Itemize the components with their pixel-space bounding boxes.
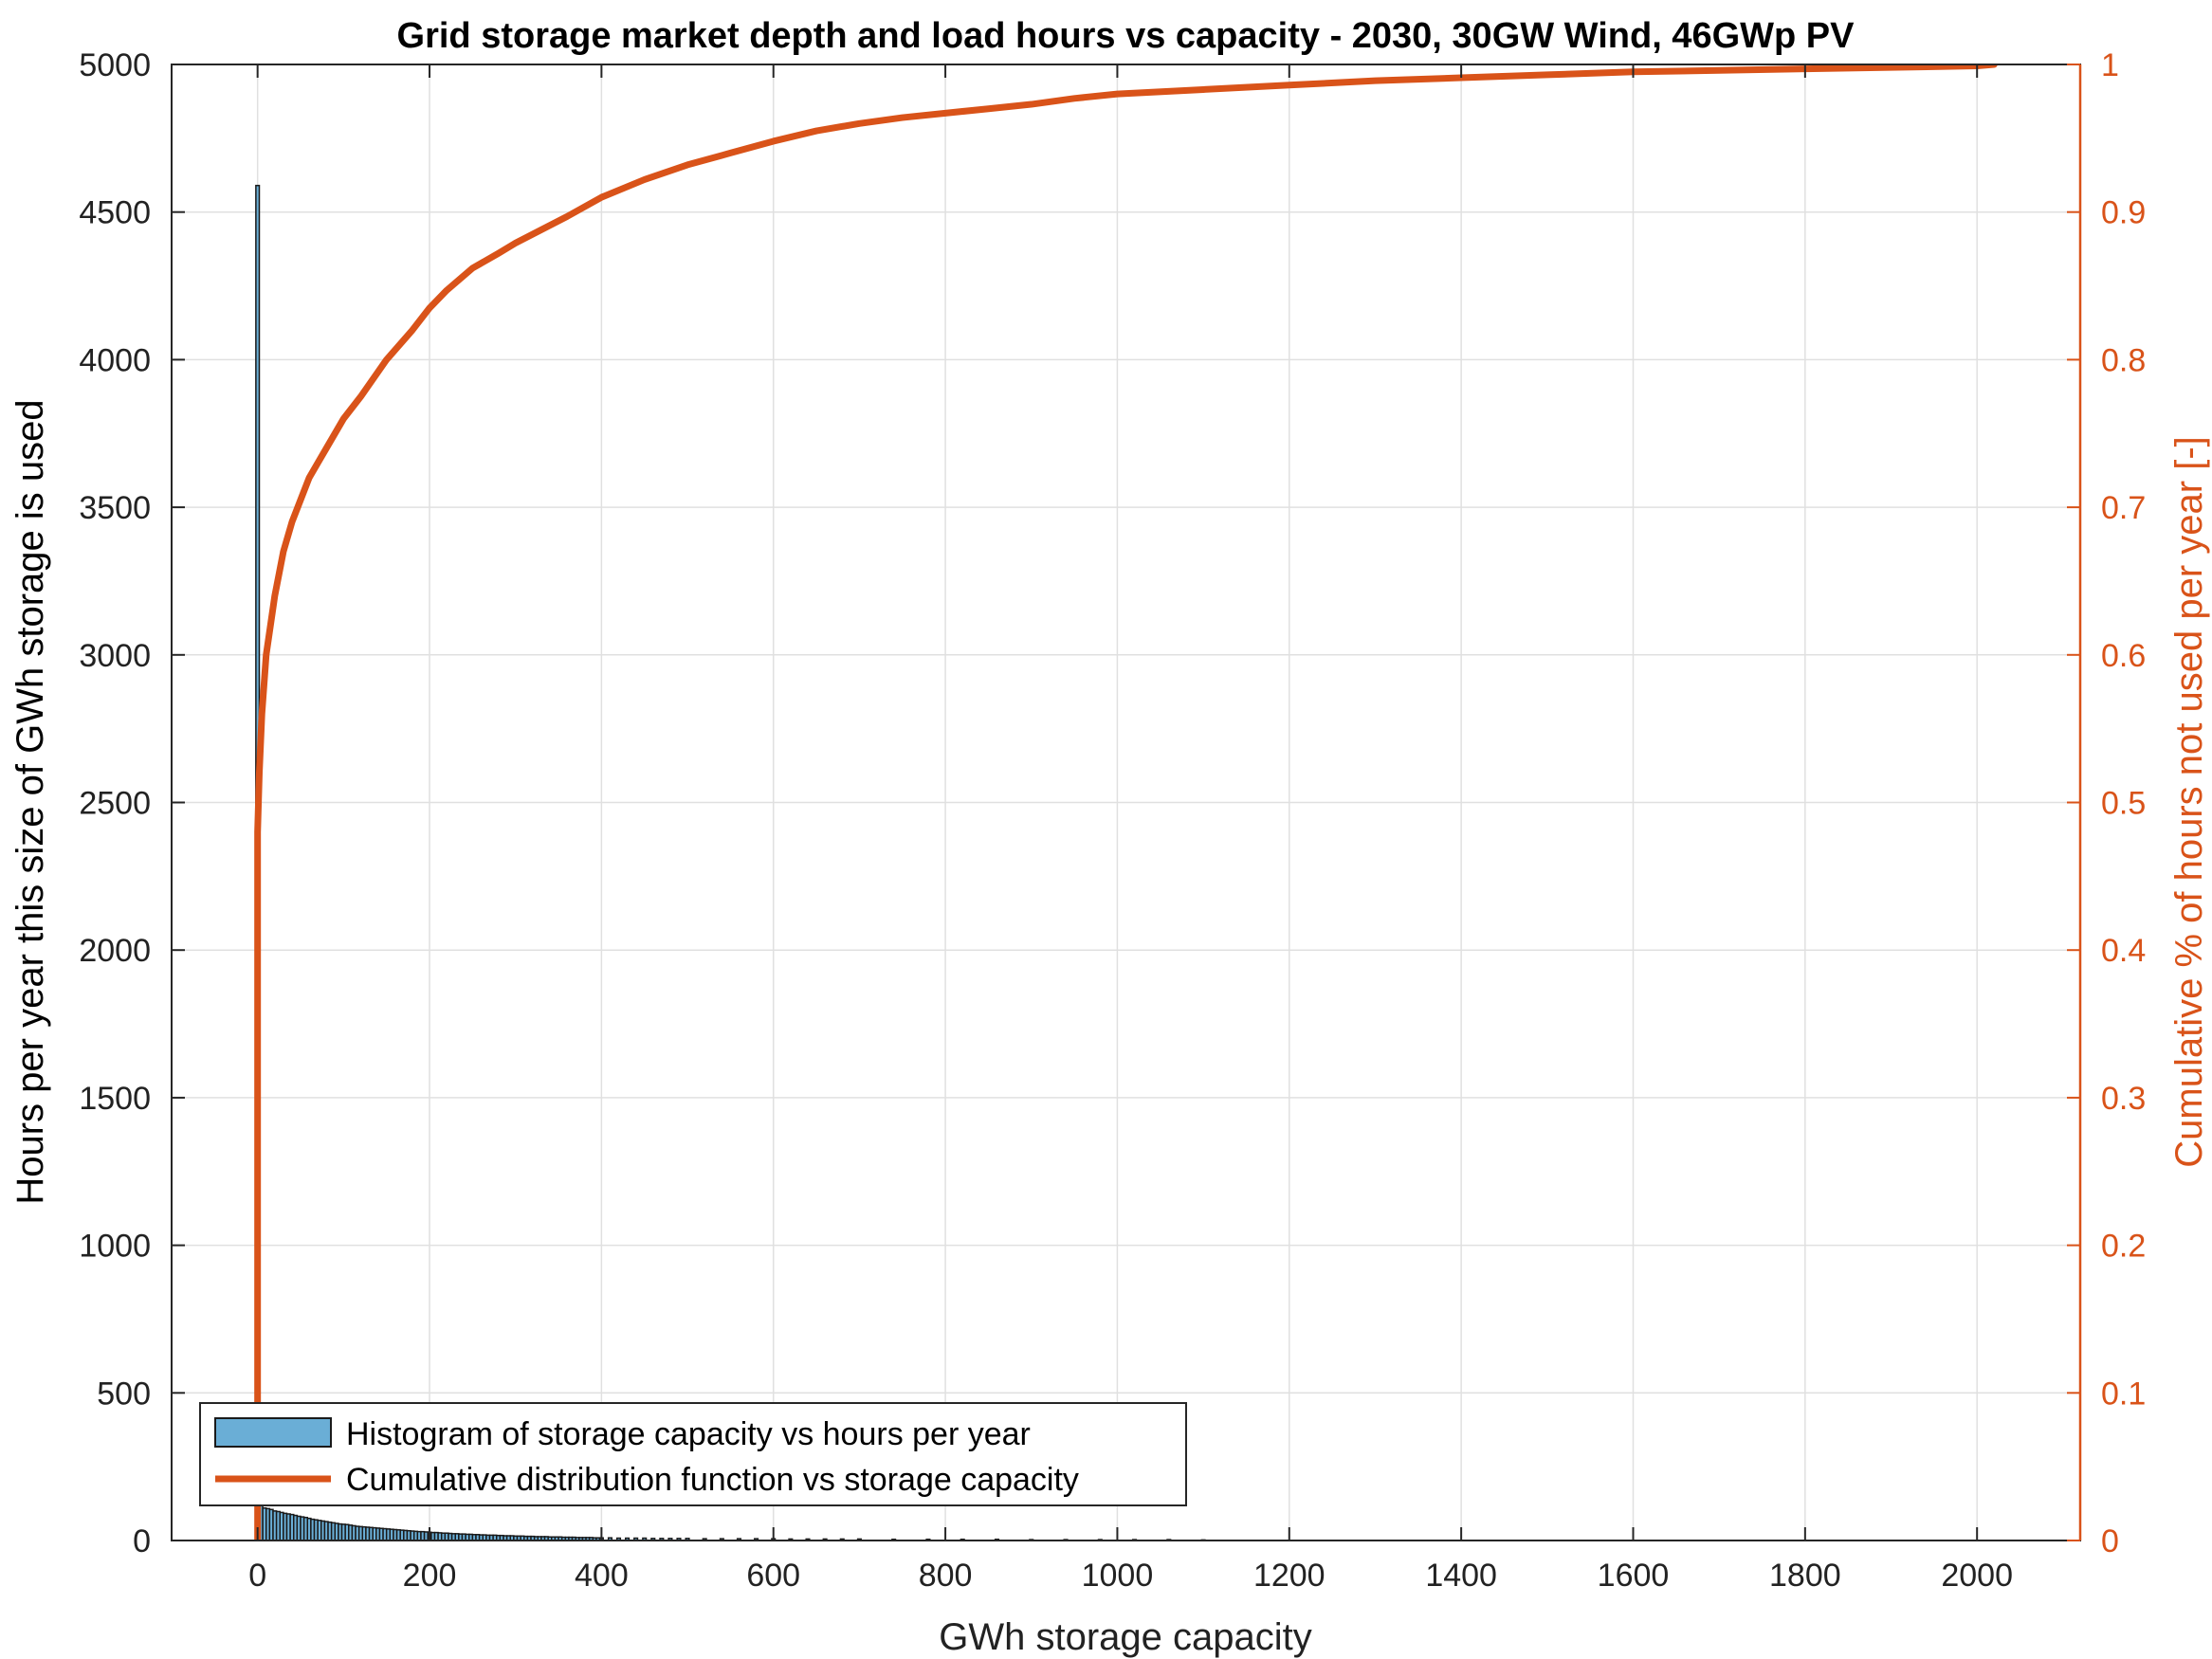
x-tick-label: 1400	[1425, 1558, 1497, 1594]
legend-label-cdf: Cumulative distribution function vs stor…	[346, 1462, 1079, 1498]
y-tick-label-right: 0.9	[2101, 195, 2146, 231]
y-tick-label-right: 0.4	[2101, 933, 2146, 969]
x-tick-label: 1800	[1769, 1558, 1841, 1594]
right-axis-ticks: 0 0.1 0.2 0.3 0.4 0.5 0.6 0.7 0.8 0.9 1	[2067, 47, 2146, 1559]
x-tick-label: 200	[403, 1558, 457, 1594]
x-tick-label: 400	[575, 1558, 629, 1594]
x-tick-label: 800	[919, 1558, 973, 1594]
y-tick-label-right: 0.5	[2101, 786, 2146, 822]
left-axis-ticks: 0 500 1000 1500 2000 2500 3000 3500 4000 4500 5000	[79, 47, 185, 1559]
legend: Histogram of storage capacity vs hours p…	[199, 1402, 1187, 1506]
y-axis-label-right: Cumulative % of hours not used per year …	[2168, 436, 2210, 1167]
cdf-line	[254, 64, 1998, 1540]
chart-title: Grid storage market depth and load hours…	[397, 16, 1856, 56]
x-tick-label: 1600	[1598, 1558, 1670, 1594]
y-tick-label-right: 1	[2101, 47, 2119, 83]
y-tick-label-left: 4500	[79, 195, 151, 231]
y-tick-label-left: 500	[97, 1376, 151, 1412]
x-tick-label: 0	[248, 1558, 266, 1594]
y-tick-label-right: 0.6	[2101, 638, 2146, 674]
legend-label-histogram: Histogram of storage capacity vs hours p…	[346, 1416, 1031, 1452]
y-tick-label-left: 5000	[79, 47, 151, 83]
y-tick-label-left: 1000	[79, 1229, 151, 1265]
y-tick-label-right: 0.1	[2101, 1376, 2146, 1412]
y-tick-label-right: 0.7	[2101, 490, 2146, 526]
y-axis-label-left: Hours per year this size of GWh storage …	[9, 399, 51, 1204]
legend-box	[199, 1402, 1187, 1506]
y-tick-label-left: 2500	[79, 786, 151, 822]
x-tick-label: 1200	[1253, 1558, 1325, 1594]
x-tick-label: 1000	[1082, 1558, 1154, 1594]
y-tick-label-right: 0.3	[2101, 1081, 2146, 1117]
y-tick-label-left: 3500	[79, 490, 151, 526]
legend-swatch-histogram	[214, 1417, 332, 1448]
x-tick-label: 600	[746, 1558, 800, 1594]
x-tick-label: 2000	[1941, 1558, 2013, 1594]
y-tick-label-left: 0	[133, 1523, 151, 1559]
x-axis-ticks: 0 200 400 600 800 1000 1200 1400 1600 1800 2000	[248, 64, 2013, 1594]
y-tick-label-left: 1500	[79, 1081, 151, 1117]
y-tick-label-left: 4000	[79, 342, 151, 378]
y-tick-label-right: 0.2	[2101, 1229, 2146, 1265]
y-tick-label-right: 0.8	[2101, 342, 2146, 378]
y-tick-label-left: 3000	[79, 638, 151, 674]
x-axis-label: GWh storage capacity	[939, 1616, 1312, 1658]
y-tick-label-right: 0	[2101, 1523, 2119, 1559]
y-tick-label-left: 2000	[79, 933, 151, 969]
